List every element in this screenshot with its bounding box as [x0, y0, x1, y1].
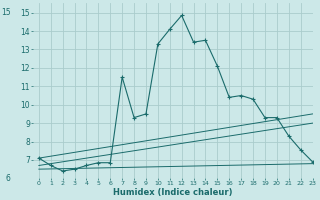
X-axis label: Humidex (Indice chaleur): Humidex (Indice chaleur): [113, 188, 233, 197]
Text: 6: 6: [6, 174, 11, 183]
Text: 15: 15: [1, 8, 11, 17]
